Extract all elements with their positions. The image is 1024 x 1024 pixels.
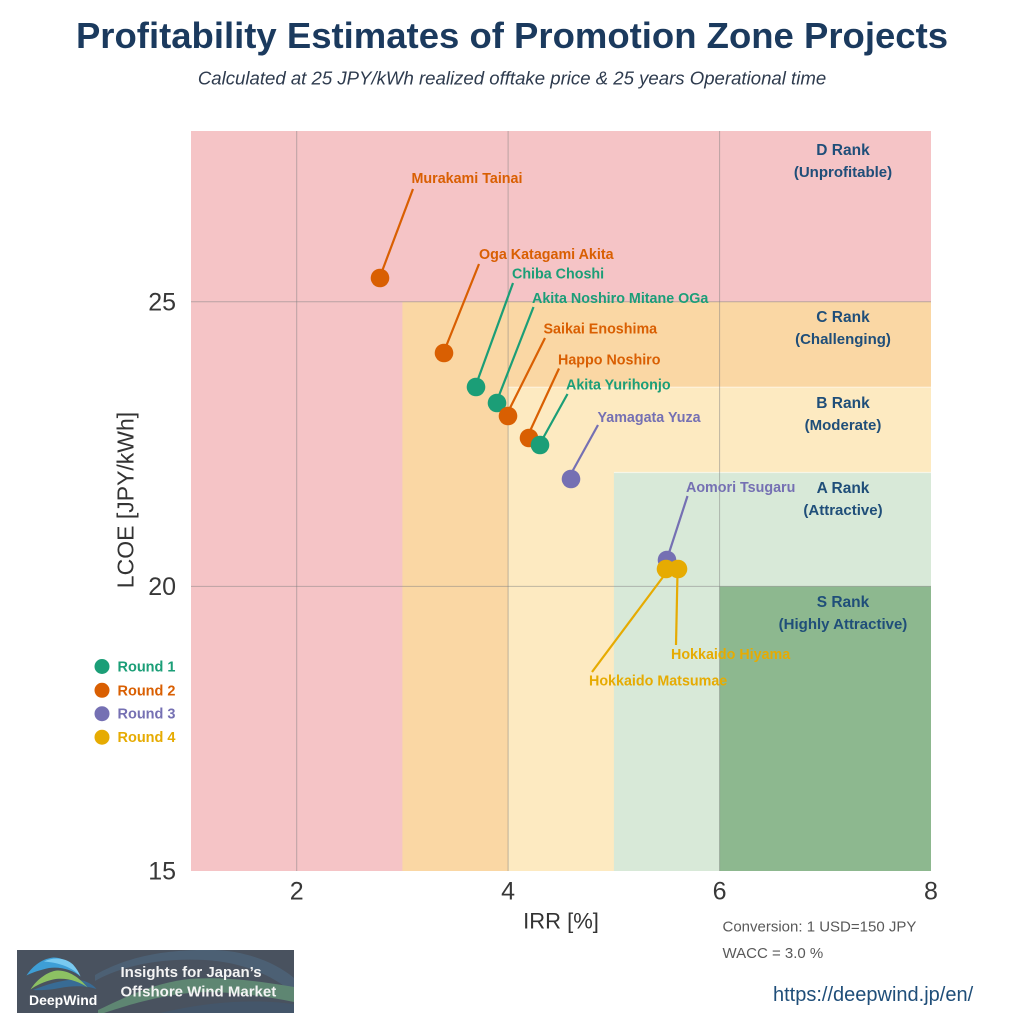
svg-text:Happo Noshiro: Happo Noshiro [558,353,661,369]
svg-text:(Unprofitable): (Unprofitable) [794,164,892,181]
svg-text:8: 8 [924,878,938,906]
svg-text:(Challenging): (Challenging) [795,331,891,348]
svg-text:Saikai Enoshima: Saikai Enoshima [544,322,659,338]
svg-text:Aomori Tsugaru: Aomori Tsugaru [686,480,795,496]
svg-text:25: 25 [148,289,176,317]
svg-text:Conversion: 1 USD=150 JPY: Conversion: 1 USD=150 JPY [723,919,917,936]
svg-text:WACC = 3.0 %: WACC = 3.0 % [723,945,824,962]
svg-text:Murakami Tainai: Murakami Tainai [412,171,523,187]
svg-text:Akita Yurihonjo: Akita Yurihonjo [566,378,671,394]
svg-text:Hokkaido Matsumae: Hokkaido Matsumae [589,674,727,690]
svg-text:15: 15 [148,858,176,886]
svg-text:Oga Katagami Akita: Oga Katagami Akita [479,247,615,263]
svg-text:LCOE [JPY/kWh]: LCOE [JPY/kWh] [113,412,139,588]
svg-text:4: 4 [501,878,515,906]
svg-text:Yamagata Yuza: Yamagata Yuza [598,410,702,426]
svg-text:(Attractive): (Attractive) [803,502,882,519]
svg-text:https://deepwind.jp/en/: https://deepwind.jp/en/ [773,984,974,1006]
svg-text:2: 2 [290,878,304,906]
svg-text:Round 2: Round 2 [118,683,176,699]
svg-text:S Rank: S Rank [817,594,870,611]
svg-text:Round 4: Round 4 [118,730,176,746]
svg-text:20: 20 [148,573,176,601]
svg-text:A Rank: A Rank [817,480,870,497]
svg-text:IRR [%]: IRR [%] [523,909,599,934]
svg-text:B Rank: B Rank [816,395,870,412]
svg-text:Offshore Wind Market: Offshore Wind Market [121,984,277,1001]
svg-text:DeepWind: DeepWind [29,992,97,1008]
svg-text:D Rank: D Rank [816,142,870,159]
svg-text:Insights for Japan’s: Insights for Japan’s [121,964,262,981]
svg-text:(Moderate): (Moderate) [805,417,882,434]
svg-text:Calculated at 25 JPY/kWh reali: Calculated at 25 JPY/kWh realized offtak… [198,68,826,89]
svg-text:(Highly Attractive): (Highly Attractive) [779,616,908,633]
svg-text:Hokkaido Hiyama: Hokkaido Hiyama [671,647,791,663]
svg-text:6: 6 [713,878,727,906]
svg-text:Round 1: Round 1 [118,660,176,676]
svg-text:Chiba Choshi: Chiba Choshi [512,267,604,283]
svg-text:Round 3: Round 3 [118,707,176,723]
svg-text:Profitability Estimates of Pro: Profitability Estimates of Promotion Zon… [76,15,948,56]
svg-text:C Rank: C Rank [816,309,870,326]
svg-text:Akita Noshiro Mitane OGa: Akita Noshiro Mitane OGa [532,291,709,307]
